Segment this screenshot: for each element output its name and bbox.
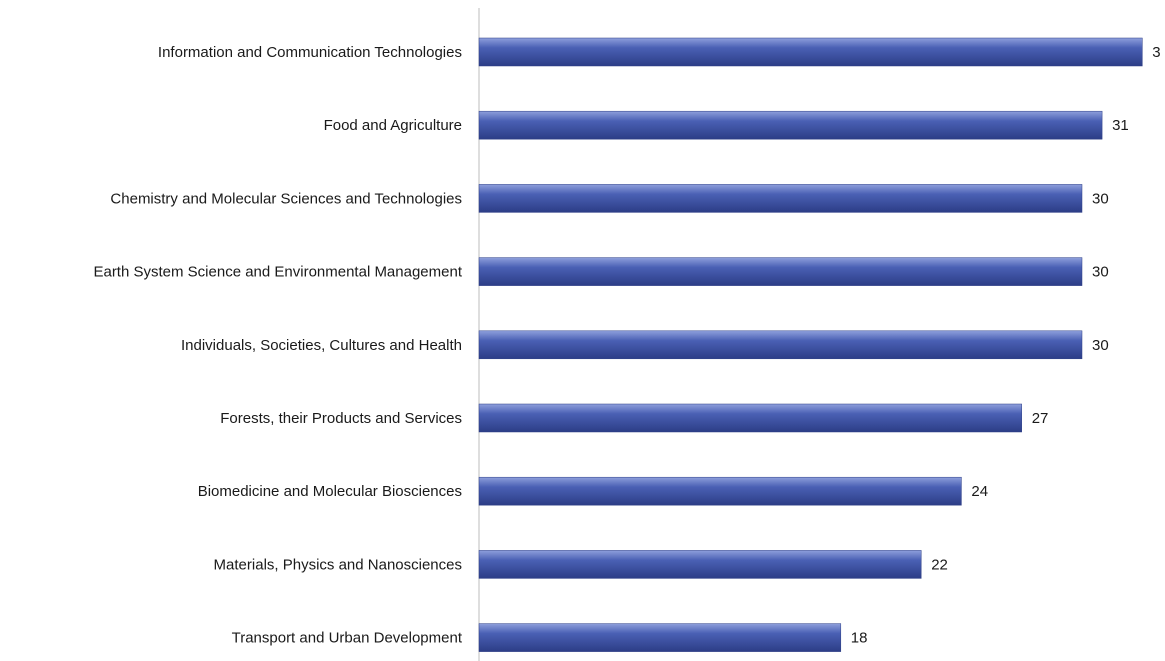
category-label: Biomedicine and Molecular Biosciences <box>198 483 462 500</box>
bar <box>479 111 1102 139</box>
category-label: Food and Agriculture <box>324 117 462 134</box>
category-label: Earth System Science and Environmental M… <box>93 264 462 281</box>
category-label: Chemistry and Molecular Sciences and Tec… <box>110 190 462 207</box>
bar <box>479 404 1022 432</box>
data-label: 30 <box>1092 190 1109 207</box>
category-label: Forests, their Products and Services <box>220 410 462 427</box>
bar <box>479 624 841 652</box>
category-label: Individuals, Societies, Cultures and Hea… <box>181 337 462 354</box>
data-label: 30 <box>1092 337 1109 354</box>
data-label: 18 <box>851 630 868 647</box>
data-label: 30 <box>1092 264 1109 281</box>
bar <box>479 550 921 578</box>
data-label: 3 <box>1152 44 1160 61</box>
bar <box>479 258 1082 286</box>
bar <box>479 477 961 505</box>
bar <box>479 38 1142 66</box>
bar <box>479 331 1082 359</box>
data-label: 27 <box>1032 410 1049 427</box>
data-label: 31 <box>1112 117 1129 134</box>
category-label: Transport and Urban Development <box>232 630 463 647</box>
data-label: 24 <box>971 483 988 500</box>
data-label: 22 <box>931 556 948 573</box>
category-label: Information and Communication Technologi… <box>158 44 462 61</box>
bar <box>479 184 1082 212</box>
category-label: Materials, Physics and Nanosciences <box>214 556 462 573</box>
